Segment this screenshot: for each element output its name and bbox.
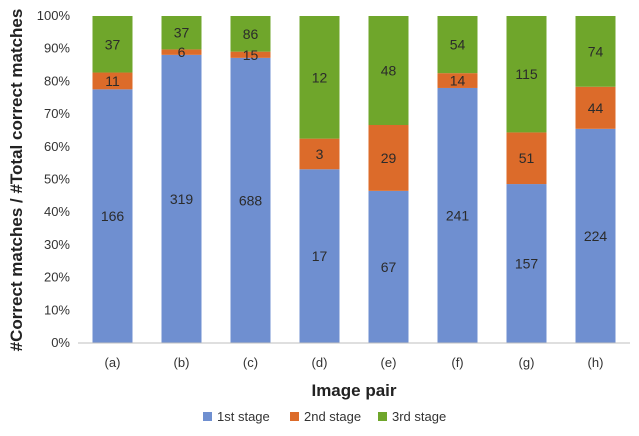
y-tick-label: 0% [51,335,70,350]
legend-swatch [378,412,387,421]
bar-segment-1 [575,128,616,343]
y-tick-label: 10% [44,302,70,317]
x-tick-label: (a) [105,355,121,370]
data-label: 17 [312,248,328,264]
data-label: 74 [588,43,604,59]
x-axis-title: Image pair [311,381,396,400]
y-tick-label: 70% [44,106,70,121]
bar-segment-1 [437,87,478,343]
bar-segment-2 [575,86,616,129]
data-label: 54 [450,37,466,53]
legend-swatch [203,412,212,421]
y-tick-label: 60% [44,139,70,154]
y-axis-ticks: 0% 10% 20% 30% 40% 50% 60% 70% 80% 90% 100% [37,8,71,350]
legend: 1st stage 2nd stage 3rd stage [203,409,446,424]
data-label: 115 [515,66,538,82]
data-label: 29 [381,150,397,166]
bar-segment-3 [437,16,478,74]
data-label: 86 [243,26,259,42]
bar-segment-3 [92,16,133,73]
legend-label: 2nd stage [304,409,361,424]
data-label: 6 [178,44,186,60]
y-axis-title: #Correct matches / #Total correct matche… [7,9,26,352]
bar-segment-2 [161,49,202,55]
data-label: 224 [584,228,608,244]
x-tick-label: (c) [243,355,258,370]
bar-segment-3 [575,16,616,87]
bars-layer [92,16,616,344]
data-label: 11 [105,73,120,89]
data-label: 67 [381,259,397,275]
bar-segment-2 [506,132,547,185]
bar-segment-1 [368,190,409,343]
bar-segment-1 [230,57,271,343]
y-tick-label: 50% [44,172,70,187]
x-tick-label: (d) [312,355,328,370]
data-label: 3 [316,146,324,162]
bar-segment-3 [230,16,271,52]
data-label: 157 [515,256,539,272]
bar-segment-2 [230,51,271,58]
y-tick-label: 80% [44,73,70,88]
bar-segment-1 [161,54,202,344]
data-label: 241 [446,207,470,223]
y-tick-label: 30% [44,237,70,252]
data-label: 166 [101,208,125,224]
data-label: 12 [312,69,328,85]
x-tick-label: (e) [381,355,397,370]
data-label: 15 [243,47,259,63]
x-tick-label: (h) [588,355,604,370]
legend-label: 3rd stage [392,409,446,424]
data-label: 37 [174,25,190,41]
data-label: 48 [381,63,397,79]
data-label: 44 [588,100,604,116]
y-tick-label: 40% [44,204,70,219]
data-label: 51 [519,150,535,166]
y-tick-label: 20% [44,270,70,285]
bar-segment-2 [437,73,478,88]
data-label: 688 [239,192,263,208]
bar-segment-3 [161,16,202,50]
bar-segment-1 [506,184,547,343]
bar-segment-3 [368,16,409,125]
data-labels-layer: 166 11 37 319 6 37 688 15 86 17 3 12 67 29 48 241 14 54 15… [101,25,608,275]
x-tick-label: (f) [451,355,463,370]
x-tick-label: (b) [174,355,190,370]
legend-swatch [290,412,299,421]
data-label: 319 [170,191,194,207]
bar-segment-2 [299,138,340,170]
x-tick-label: (g) [519,355,535,370]
x-axis-ticks: (a) (b) (c) (d) (e) (f) (g) (h) [105,355,604,370]
bar-segment-1 [92,89,133,343]
bar-segment-3 [299,16,340,139]
y-tick-label: 90% [44,41,70,56]
data-label: 37 [105,36,121,52]
bar-segment-2 [368,125,409,191]
legend-label: 1st stage [217,409,270,424]
bar-segment-1 [299,169,340,343]
y-tick-label: 100% [37,8,71,23]
data-label: 14 [450,73,466,89]
bar-segment-3 [506,16,547,133]
bar-segment-2 [92,72,133,90]
